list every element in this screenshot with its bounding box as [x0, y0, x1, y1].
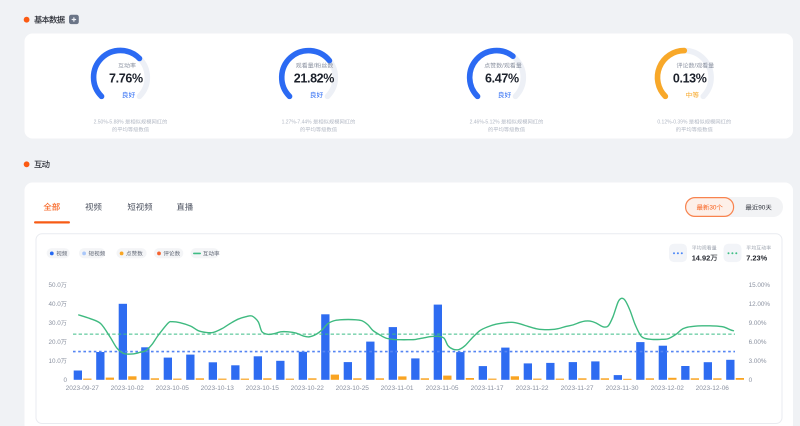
svg-text:3.00%: 3.00%	[749, 358, 767, 365]
svg-text:0.13%: 0.13%	[673, 71, 707, 85]
svg-text:6.47%: 6.47%	[485, 71, 519, 85]
svg-text:2023-10-05: 2023-10-05	[156, 385, 190, 392]
svg-text:40.0: 40.0	[48, 301, 61, 308]
svg-text:2.46%-5.12%: 2.46%-5.12%	[470, 119, 501, 125]
svg-text:2023-10-13: 2023-10-13	[201, 385, 235, 392]
svg-text:21.82%: 21.82%	[294, 71, 335, 85]
svg-text:2023-10-25: 2023-10-25	[336, 385, 370, 392]
svg-text:/: /	[502, 64, 504, 70]
svg-text:30: 30	[709, 205, 717, 212]
svg-text:2023-10-22: 2023-10-22	[291, 385, 325, 392]
svg-text:0: 0	[749, 377, 753, 384]
svg-text:20.0: 20.0	[48, 339, 61, 346]
svg-text:2023-10-15: 2023-10-15	[246, 385, 280, 392]
svg-text:30.0: 30.0	[48, 320, 61, 327]
svg-text:2023-10-02: 2023-10-02	[111, 385, 145, 392]
svg-text:14.92: 14.92	[692, 253, 711, 262]
svg-text:2023-09-27: 2023-09-27	[66, 385, 100, 392]
svg-text:2.50%-5.88%: 2.50%-5.88%	[94, 119, 125, 125]
svg-text:0.12%-0.39%: 0.12%-0.39%	[657, 119, 688, 125]
svg-text:/: /	[314, 64, 316, 70]
svg-text:2023-11-27: 2023-11-27	[561, 385, 594, 392]
svg-text:10.0: 10.0	[48, 358, 61, 365]
svg-text:/: /	[694, 64, 696, 70]
svg-text:7.76%: 7.76%	[109, 71, 143, 85]
svg-text:7.23%: 7.23%	[746, 253, 767, 262]
svg-text:0: 0	[64, 377, 68, 384]
svg-text:2023-11-05: 2023-11-05	[426, 385, 459, 392]
svg-text:2023-11-22: 2023-11-22	[516, 385, 549, 392]
svg-text:6.00%: 6.00%	[749, 339, 767, 346]
svg-text:90: 90	[758, 205, 766, 212]
svg-text:15.00%: 15.00%	[749, 282, 771, 289]
svg-text:2023-11-01: 2023-11-01	[381, 385, 414, 392]
svg-text:2023-12-02: 2023-12-02	[651, 385, 685, 392]
svg-text:50.0: 50.0	[48, 282, 61, 289]
svg-text:2023-12-06: 2023-12-06	[696, 385, 730, 392]
svg-text:12.00%: 12.00%	[749, 301, 771, 308]
svg-text:1.27%-7.44%: 1.27%-7.44%	[282, 119, 313, 125]
svg-text:9.00%: 9.00%	[749, 320, 767, 327]
svg-text:2023-11-30: 2023-11-30	[606, 385, 639, 392]
svg-text:2023-11-17: 2023-11-17	[471, 385, 504, 392]
